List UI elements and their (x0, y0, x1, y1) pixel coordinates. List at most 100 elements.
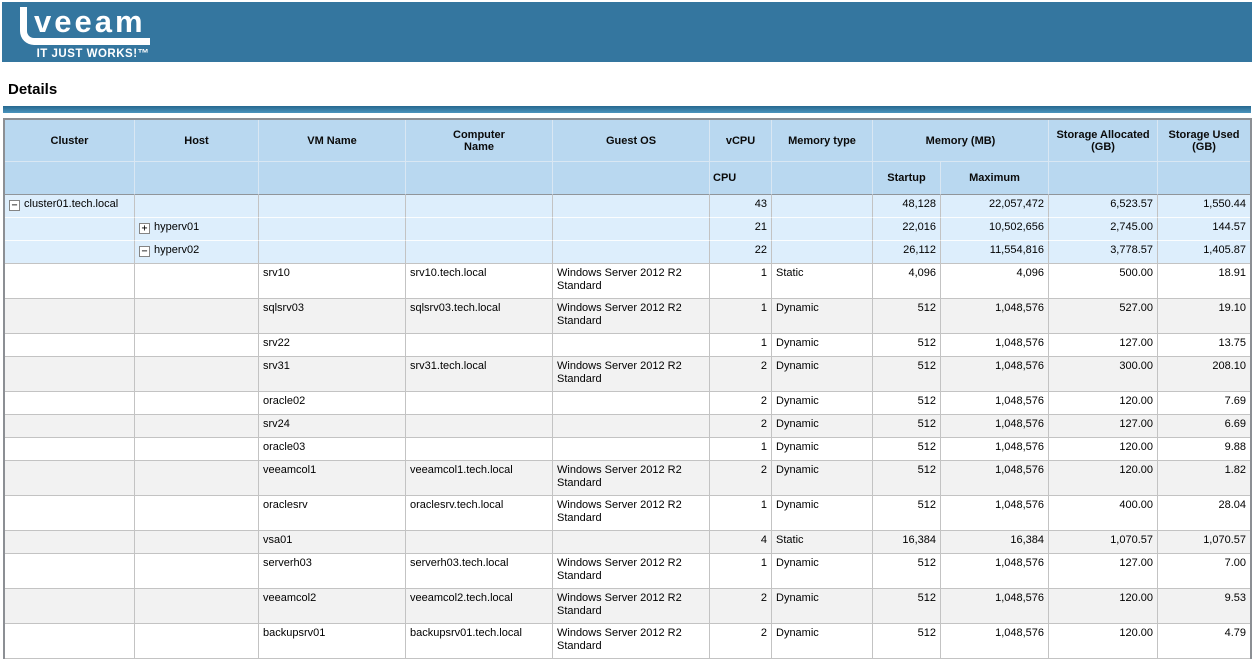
veeam-logo-bracket: veeam (20, 4, 150, 45)
cell-startup: 512 (873, 496, 941, 531)
cell-vcpu: 21 (710, 218, 772, 241)
cell-vcpu: 22 (710, 241, 772, 264)
cell-storage-allocated: 120.00 (1049, 392, 1159, 415)
cell-guest-os (553, 195, 710, 218)
collapse-icon[interactable]: − (139, 246, 150, 257)
cell-host (135, 589, 259, 624)
cell-maximum: 1,048,576 (941, 496, 1050, 531)
cell-computer-name (406, 218, 553, 241)
vm-row: veeamcol2 veeamcol2.tech.local Windows Ser… (5, 589, 1251, 624)
cell-startup: 22,016 (873, 218, 941, 241)
cell-memory-type (772, 218, 873, 241)
cell-guest-os: Windows Server 2012 R2 Standard (553, 496, 710, 531)
cell-cluster (5, 589, 135, 624)
cell-computer-name: srv31.tech.local (406, 357, 553, 392)
cell-computer-name: backupsrv01.tech.local (406, 624, 553, 659)
cell-storage-allocated: 120.00 (1049, 589, 1159, 624)
subheader-empty (135, 162, 259, 195)
cell-memory-type: Dynamic (772, 461, 873, 496)
cell-guest-os (553, 415, 710, 438)
cell-memory-type: Dynamic (772, 438, 873, 461)
cell-host (135, 531, 259, 554)
cell-memory-type: Dynamic (772, 589, 873, 624)
collapse-icon[interactable]: − (9, 200, 20, 211)
header-row-sub: CPU Startup Maximum (5, 162, 1251, 195)
cell-maximum: 1,048,576 (941, 589, 1050, 624)
cell-computer-name (406, 392, 553, 415)
cell-computer-name: srv10.tech.local (406, 264, 553, 299)
cell-vcpu: 2 (710, 392, 772, 415)
cell-maximum: 1,048,576 (941, 554, 1050, 589)
cell-vm-name: sqlsrv03 (259, 299, 406, 334)
cell-host (135, 264, 259, 299)
subheader-empty (1049, 162, 1159, 195)
cell-memory-type: Dynamic (772, 554, 873, 589)
col-header-vm-name: VM Name (259, 120, 406, 162)
cell-storage-allocated: 127.00 (1049, 415, 1159, 438)
cell-storage-allocated: 3,778.57 (1049, 241, 1159, 264)
cell-storage-used: 1,070.57 (1158, 531, 1251, 554)
cell-computer-name: veeamcol1.tech.local (406, 461, 553, 496)
cell-guest-os (553, 438, 710, 461)
vm-row: oracle03 1 Dynamic 512 1,048,576 120.00 9.88 (5, 438, 1251, 461)
cluster-row: − cluster01.tech.local 43 48,128 22,057,472 6… (5, 195, 1251, 218)
cell-storage-used: 19.10 (1158, 299, 1251, 334)
page-title: Details (8, 81, 58, 98)
cell-computer-name (406, 334, 553, 357)
subheader-empty (5, 162, 135, 195)
cell-maximum: 1,048,576 (941, 415, 1050, 438)
cell-startup: 48,128 (873, 195, 941, 218)
cell-vcpu: 2 (710, 624, 772, 659)
cell-cluster (5, 218, 135, 241)
cell-guest-os: Windows Server 2012 R2 Standard (553, 554, 710, 589)
cell-guest-os (553, 334, 710, 357)
cell-cluster (5, 554, 135, 589)
cell-host: + hyperv01 (135, 218, 259, 241)
cell-maximum: 10,502,656 (941, 218, 1050, 241)
cell-memory-type: Dynamic (772, 357, 873, 392)
cell-cluster (5, 438, 135, 461)
cell-storage-used: 9.88 (1158, 438, 1251, 461)
cell-memory-type: Static (772, 531, 873, 554)
cell-maximum: 1,048,576 (941, 299, 1050, 334)
cell-computer-name: veeamcol2.tech.local (406, 589, 553, 624)
vm-row: oracle02 2 Dynamic 512 1,048,576 120.00 7.69 (5, 392, 1251, 415)
cell-storage-used: 28.04 (1158, 496, 1251, 531)
cell-vcpu: 4 (710, 531, 772, 554)
cell-vcpu: 2 (710, 415, 772, 438)
title-divider (3, 106, 1251, 113)
cell-vcpu: 2 (710, 461, 772, 496)
expand-icon[interactable]: + (139, 223, 150, 234)
cell-host (135, 438, 259, 461)
veeam-logo-text: veeam (34, 4, 146, 39)
cell-cluster (5, 241, 135, 264)
cell-guest-os: Windows Server 2012 R2 Standard (553, 299, 710, 334)
vm-row: backupsrv01 backupsrv01.tech.local Windows… (5, 624, 1251, 659)
col-header-memory-type: Memory type (772, 120, 873, 162)
subheader-empty (553, 162, 710, 195)
cell-vm-name: srv22 (259, 334, 406, 357)
cell-startup: 512 (873, 438, 941, 461)
cell-guest-os (553, 241, 710, 264)
cell-host (135, 334, 259, 357)
subheader-startup: Startup (873, 162, 941, 195)
cell-storage-used: 18.91 (1158, 264, 1251, 299)
cell-memory-type: Dynamic (772, 299, 873, 334)
vm-row: sqlsrv03 sqlsrv03.tech.local Windows Serve… (5, 299, 1251, 334)
cell-computer-name: serverh03.tech.local (406, 554, 553, 589)
cell-startup: 512 (873, 461, 941, 496)
cell-vcpu: 1 (710, 299, 772, 334)
cell-cluster (5, 624, 135, 659)
cell-vm-name (259, 195, 406, 218)
cell-storage-allocated: 120.00 (1049, 438, 1159, 461)
cell-storage-allocated: 300.00 (1049, 357, 1159, 392)
vm-row: oraclesrv oraclesrv.tech.local Windows Ser… (5, 496, 1251, 531)
cell-startup: 512 (873, 415, 941, 438)
vm-row: vsa01 4 Static 16,384 16,384 1,070.57 1,070.57 (5, 531, 1251, 554)
cell-maximum: 16,384 (941, 531, 1050, 554)
cell-computer-name: oraclesrv.tech.local (406, 496, 553, 531)
host-row: − hyperv02 22 26,112 11,554,816 3,778.57 1,405… (5, 241, 1251, 264)
cell-host (135, 357, 259, 392)
cell-vcpu: 1 (710, 496, 772, 531)
cell-memory-type: Static (772, 264, 873, 299)
